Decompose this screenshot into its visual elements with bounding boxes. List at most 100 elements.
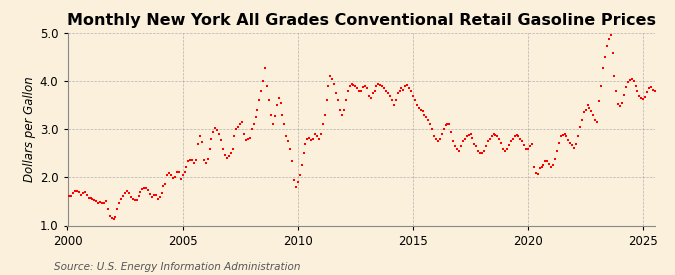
Point [653, 94, 664, 98]
Point [438, 127, 449, 131]
Point [588, 113, 599, 117]
Point [559, 132, 570, 136]
Point [569, 145, 580, 150]
Point [154, 194, 165, 199]
Point [628, 79, 639, 83]
Point [62, 192, 73, 197]
Point [267, 122, 278, 127]
Point [444, 122, 455, 127]
Point [570, 141, 581, 146]
Point [632, 89, 643, 93]
Point [319, 113, 330, 117]
Point [475, 151, 485, 155]
Point [244, 136, 255, 140]
Point [210, 126, 221, 130]
Point [551, 149, 562, 153]
Point [440, 123, 451, 128]
Point [630, 84, 641, 88]
Point [413, 105, 424, 110]
Point [454, 149, 464, 153]
Point [80, 190, 90, 194]
Point [225, 151, 236, 155]
Point [509, 134, 520, 139]
Point [298, 151, 309, 155]
Point [338, 108, 349, 112]
Point [97, 201, 107, 205]
Point [429, 134, 439, 139]
Point [436, 132, 447, 136]
Point [538, 163, 549, 167]
Point [108, 217, 119, 221]
Point [68, 191, 79, 196]
Point [419, 113, 430, 117]
Text: Source: U.S. Energy Information Administration: Source: U.S. Energy Information Administ… [54, 262, 300, 272]
Point [626, 76, 637, 81]
Point [561, 134, 572, 139]
Point [563, 138, 574, 142]
Point [233, 125, 244, 129]
Point [661, 110, 672, 115]
Point [599, 55, 610, 59]
Point [469, 141, 480, 146]
Point [248, 122, 259, 127]
Point [246, 127, 257, 131]
Point [122, 189, 132, 193]
Point [624, 78, 635, 82]
Point [396, 86, 407, 90]
Point [458, 139, 468, 144]
Point [522, 147, 533, 152]
Point [212, 128, 223, 132]
Point [448, 139, 458, 144]
Point [607, 51, 618, 55]
Point [565, 141, 576, 145]
Point [312, 134, 323, 139]
Point [492, 134, 503, 139]
Point [95, 200, 105, 205]
Point [178, 173, 188, 178]
Point [269, 114, 280, 118]
Point [189, 161, 200, 165]
Point [196, 139, 207, 144]
Point [131, 198, 142, 203]
Point [156, 191, 167, 195]
Point [117, 193, 128, 198]
Point [394, 89, 405, 93]
Point [229, 134, 240, 139]
Point [465, 132, 476, 136]
Point [160, 182, 171, 186]
Point [521, 146, 532, 151]
Point [506, 139, 516, 144]
Point [536, 164, 547, 169]
Point [124, 191, 134, 196]
Point [215, 138, 226, 142]
Point [574, 125, 585, 129]
Point [304, 136, 315, 140]
Point [375, 83, 385, 87]
Point [400, 84, 410, 88]
Point [356, 89, 367, 93]
Point [144, 192, 155, 196]
Point [137, 187, 148, 191]
Point [72, 189, 82, 193]
Point [66, 194, 77, 198]
Point [231, 127, 242, 131]
Point [497, 146, 508, 151]
Point [162, 173, 173, 177]
Point [586, 109, 597, 113]
Point [672, 97, 675, 101]
Point [106, 216, 117, 221]
Point [638, 97, 649, 101]
Point [91, 199, 102, 204]
Point [381, 89, 392, 93]
Point [517, 139, 528, 144]
Point [385, 94, 396, 98]
Point [348, 83, 359, 87]
Point [423, 117, 434, 122]
Point [227, 146, 238, 151]
Point [78, 191, 88, 195]
Point [383, 91, 394, 95]
Point [283, 139, 294, 144]
Point [508, 137, 518, 141]
Point [279, 122, 290, 127]
Point [206, 137, 217, 141]
